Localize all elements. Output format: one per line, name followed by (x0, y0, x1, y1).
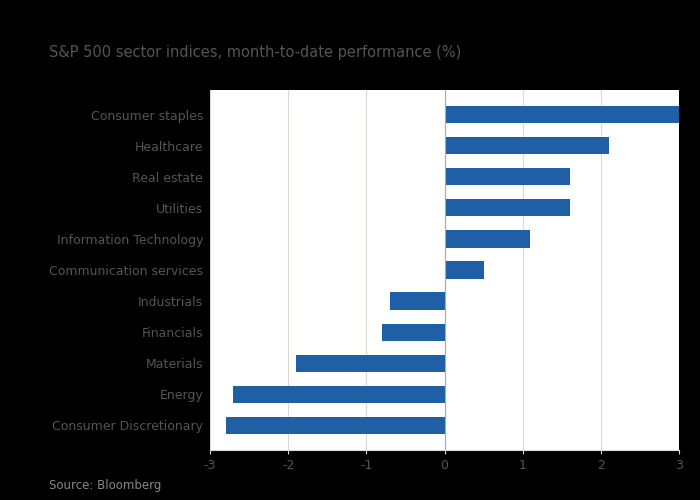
Bar (444, 138, 608, 154)
Bar (382, 324, 444, 340)
Bar (225, 416, 444, 434)
Bar (444, 168, 570, 186)
Bar (390, 292, 444, 310)
Text: S&P 500 sector indices, month-to-date performance (%): S&P 500 sector indices, month-to-date pe… (49, 45, 461, 60)
Bar (444, 106, 679, 124)
Text: Source: Bloomberg: Source: Bloomberg (49, 480, 162, 492)
Bar (444, 262, 484, 278)
Bar (444, 200, 570, 216)
Bar (444, 230, 531, 248)
Bar (234, 386, 444, 402)
Bar (296, 354, 444, 372)
